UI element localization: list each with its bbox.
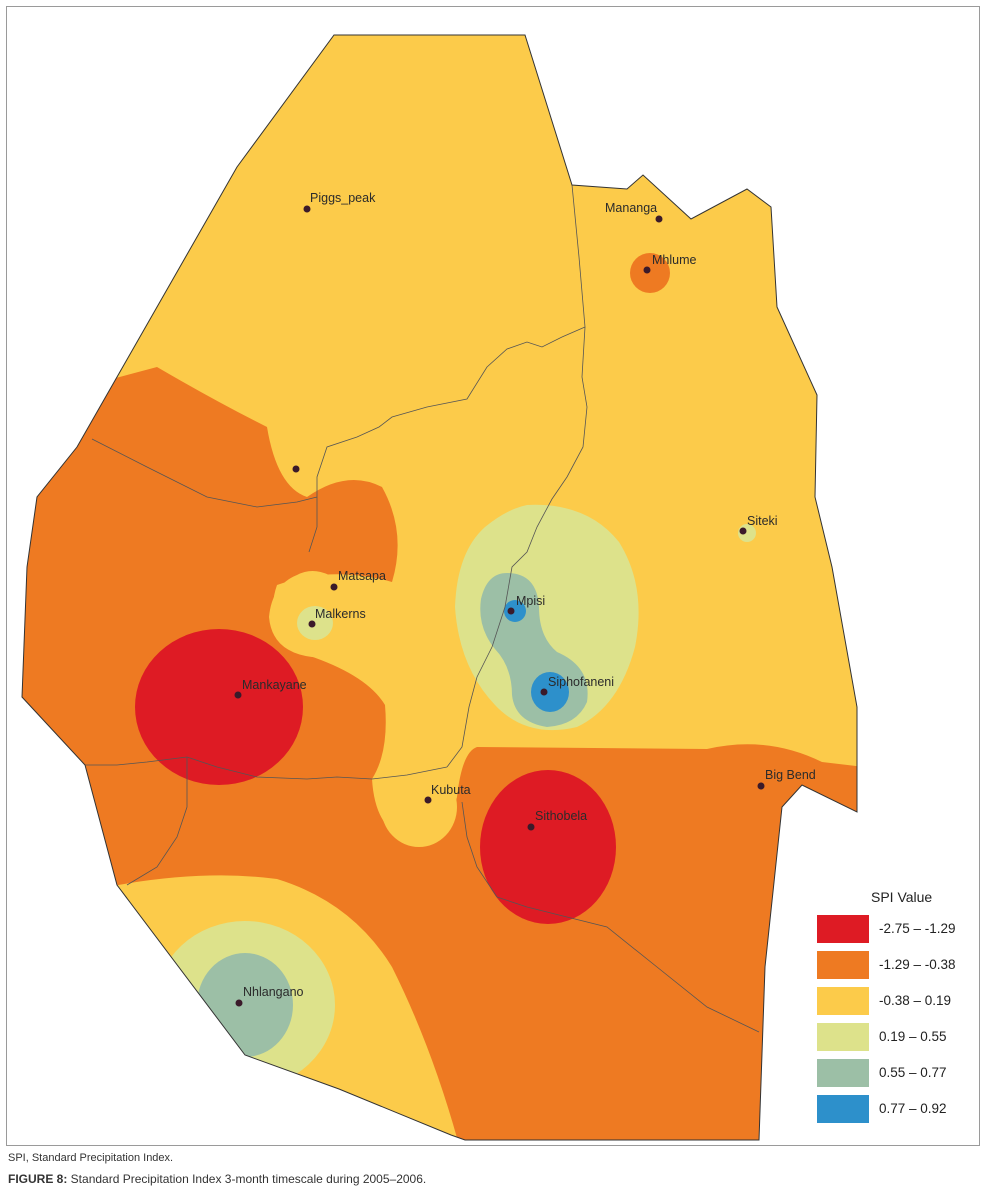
legend-item: 0.19 – 0.55 <box>817 1023 979 1053</box>
legend-item: -2.75 – -1.29 <box>817 915 979 945</box>
legend-item: 0.77 – 0.92 <box>817 1095 979 1125</box>
station-dot-siphofaneni <box>540 688 548 696</box>
figure-caption: FIGURE 8: Standard Precipitation Index 3… <box>8 1172 426 1186</box>
legend-label: -1.29 – -0.38 <box>879 957 956 972</box>
station-label: Kubuta <box>431 783 471 797</box>
legend-swatch <box>817 1095 869 1123</box>
legend-item: -0.38 – 0.19 <box>817 987 979 1017</box>
station-dot-siteki <box>739 527 747 535</box>
legend-swatch <box>817 951 869 979</box>
spi-map: Piggs_peak Mananga Mhlume Siteki Matsapa… <box>21 34 858 1141</box>
station-label: Mpisi <box>516 594 545 608</box>
caption-text: Standard Precipitation Index 3-month tim… <box>67 1172 427 1186</box>
station-dot-nhlangano <box>235 999 243 1007</box>
station-label: Mhlume <box>652 253 697 267</box>
caption-label: FIGURE 8: <box>8 1172 68 1186</box>
legend-label: 0.77 – 0.92 <box>879 1101 947 1116</box>
legend-label: -2.75 – -1.29 <box>879 921 956 936</box>
country-outline <box>21 34 858 1141</box>
station-label: Siphofaneni <box>548 675 614 689</box>
legend-title: SPI Value <box>871 889 933 905</box>
station-dot-unnamed <box>292 465 300 473</box>
station-dot-big-bend <box>757 782 765 790</box>
station-label: Nhlangano <box>243 985 304 999</box>
station-dot-kubuta <box>424 796 432 804</box>
legend-swatch <box>817 1023 869 1051</box>
station-label: Piggs_peak <box>310 191 376 205</box>
legend-label: 0.19 – 0.55 <box>879 1029 947 1044</box>
legend-swatch <box>817 987 869 1015</box>
legend-swatch <box>817 1059 869 1087</box>
station-dot-mhlume <box>643 266 651 274</box>
station-label: Siteki <box>747 514 778 528</box>
region-boundaries <box>85 184 760 1033</box>
map-frame: Piggs_peak Mananga Mhlume Siteki Matsapa… <box>6 6 980 1146</box>
station-dot-mankayane <box>234 691 242 699</box>
station-dot-matsapa <box>330 583 338 591</box>
station-dot-malkerns <box>308 620 316 628</box>
station-label: Matsapa <box>338 569 386 583</box>
station-label: Big Bend <box>765 768 816 782</box>
station-dot-piggs-peak <box>303 205 311 213</box>
station-label: Mananga <box>605 201 657 215</box>
station-dot-mpisi <box>507 607 515 615</box>
legend-item: -1.29 – -0.38 <box>817 951 979 981</box>
station-dot-mananga <box>655 215 663 223</box>
station-label: Malkerns <box>315 607 366 621</box>
legend-label: 0.55 – 0.77 <box>879 1065 947 1080</box>
legend-item: 0.55 – 0.77 <box>817 1059 979 1089</box>
legend-label: -0.38 – 0.19 <box>879 993 952 1008</box>
station-dot-sithobela <box>527 823 535 831</box>
station-markers <box>234 205 765 1007</box>
footnote: SPI, Standard Precipitation Index. <box>8 1152 174 1164</box>
station-label: Sithobela <box>535 809 587 823</box>
station-label: Mankayane <box>242 678 307 692</box>
legend-swatch <box>817 915 869 943</box>
station-labels: Piggs_peak Mananga Mhlume Siteki Matsapa… <box>242 191 816 999</box>
